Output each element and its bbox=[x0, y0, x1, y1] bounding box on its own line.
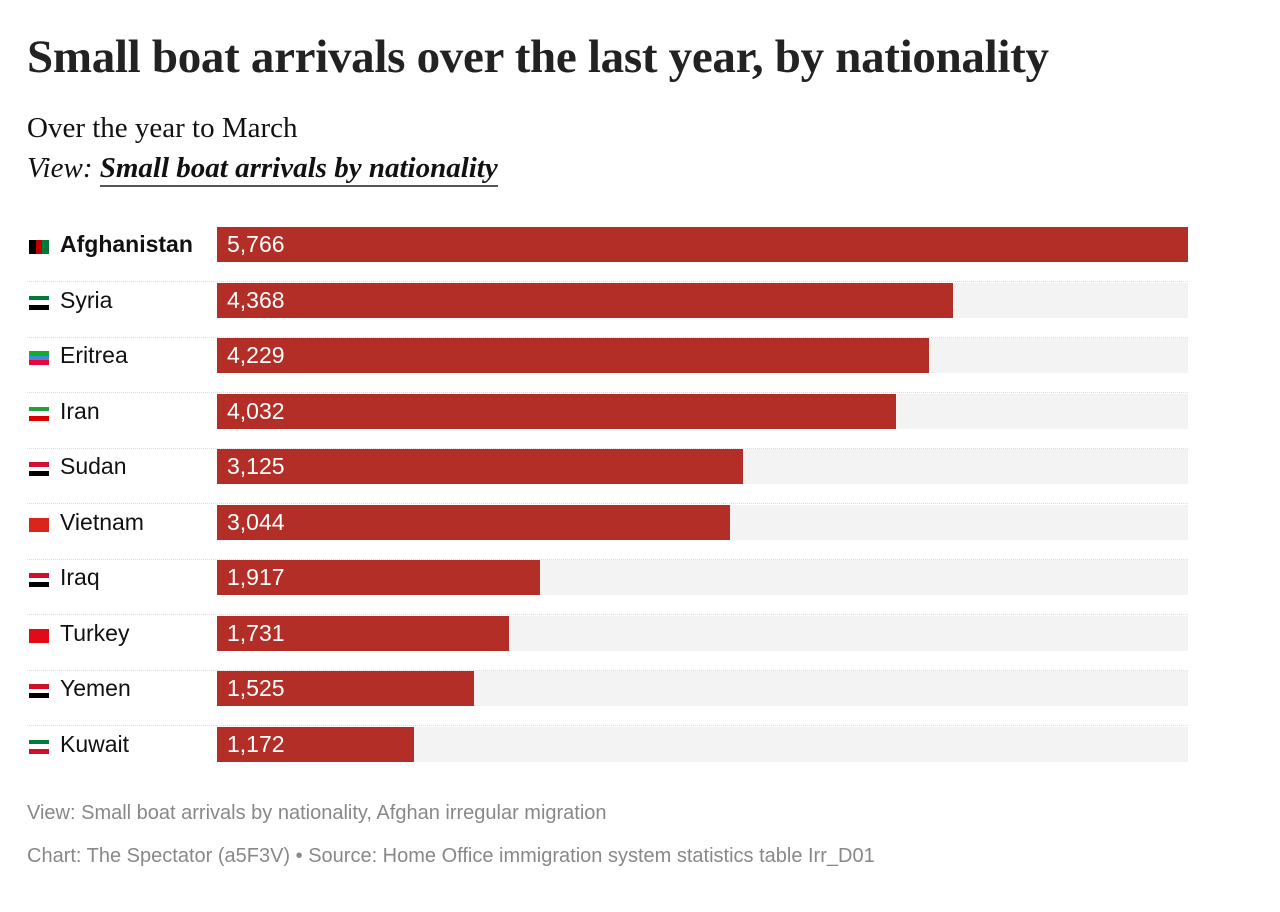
bar: 1,917 bbox=[217, 560, 540, 595]
bar-track: 3,125 bbox=[217, 449, 1188, 484]
bar: 5,766 bbox=[217, 227, 1188, 262]
category-label: Yemen bbox=[60, 675, 131, 701]
value-label: 1,525 bbox=[227, 675, 285, 701]
category-label: Vietnam bbox=[60, 508, 144, 535]
bar: 3,044 bbox=[217, 504, 730, 540]
bar: 1,731 bbox=[217, 615, 509, 651]
footer-views: View: Small boat arrivals by nationality… bbox=[27, 802, 607, 824]
category-label: Afghanistan bbox=[60, 231, 193, 257]
bar: 1,525 bbox=[217, 671, 474, 706]
chart-title: Small boat arrivals over the last year, … bbox=[27, 31, 1049, 83]
bar-track: 1,172 bbox=[217, 726, 1188, 762]
bar-row: Vietnam 3,044 bbox=[27, 504, 1188, 560]
flag-icon bbox=[29, 628, 49, 643]
bar-track: 3,044 bbox=[217, 504, 1188, 540]
category-label: Iran bbox=[60, 397, 100, 424]
chart-subtitle: Over the year to March bbox=[27, 112, 298, 144]
value-label: 3,125 bbox=[227, 453, 285, 479]
flag-icon bbox=[29, 462, 49, 476]
row-divider bbox=[27, 336, 1188, 338]
value-label: 1,917 bbox=[227, 564, 285, 590]
view-link[interactable]: Small boat arrivals by nationality bbox=[99, 152, 498, 187]
value-label: 3,044 bbox=[227, 508, 285, 535]
bar-row: Turkey 1,731 bbox=[27, 615, 1188, 671]
row-divider bbox=[27, 558, 1188, 560]
category-label: Iraq bbox=[60, 564, 100, 590]
bar-row: Syria 4,368 bbox=[27, 282, 1188, 338]
view-selector: View: Small boat arrivals by nationality bbox=[27, 152, 498, 187]
value-label: 1,172 bbox=[227, 730, 285, 757]
value-label: 1,731 bbox=[227, 619, 285, 646]
value-label: 5,766 bbox=[227, 231, 285, 257]
row-divider bbox=[27, 725, 1188, 726]
bar-row: Eritrea 4,229 bbox=[27, 338, 1188, 393]
bar-track: 5,766 bbox=[217, 227, 1188, 262]
bar-track: 4,229 bbox=[217, 338, 1188, 373]
bar-track: 1,731 bbox=[217, 615, 1188, 651]
bar: 4,229 bbox=[217, 338, 930, 373]
bar: 4,368 bbox=[217, 282, 953, 318]
row-divider bbox=[27, 447, 1188, 449]
value-label: 4,032 bbox=[227, 397, 285, 424]
bar-row: Sudan 3,125 bbox=[27, 449, 1188, 504]
flag-icon bbox=[29, 295, 49, 310]
flag-icon bbox=[29, 573, 49, 587]
flag-icon bbox=[29, 240, 49, 254]
bar-row: Kuwait 1,172 bbox=[27, 726, 1188, 782]
value-label: 4,368 bbox=[227, 286, 285, 313]
row-divider bbox=[27, 614, 1188, 615]
value-label: 4,229 bbox=[227, 342, 285, 368]
category-label: Sudan bbox=[60, 453, 127, 479]
row-divider bbox=[27, 281, 1188, 282]
bar-track: 1,917 bbox=[217, 560, 1188, 595]
category-label: Kuwait bbox=[60, 730, 130, 757]
flag-icon bbox=[29, 406, 49, 421]
row-divider bbox=[27, 669, 1188, 671]
bar-row: Iraq 1,917 bbox=[27, 560, 1188, 615]
row-divider bbox=[27, 503, 1188, 504]
flag-icon bbox=[29, 684, 49, 698]
bar-track: 1,525 bbox=[217, 671, 1188, 706]
flag-icon bbox=[29, 351, 49, 365]
bar-track: 4,032 bbox=[217, 393, 1188, 429]
footer-source: Chart: The Spectator (a5F3V) • Source: H… bbox=[27, 845, 875, 867]
bar-row: Iran 4,032 bbox=[27, 393, 1188, 449]
bar: 1,172 bbox=[217, 726, 415, 762]
bar: 4,032 bbox=[217, 393, 896, 429]
view-prefix: View: bbox=[27, 152, 93, 184]
bar-row: Yemen 1,525 bbox=[27, 671, 1188, 726]
bar-row: Afghanistan 5,766 bbox=[27, 227, 1188, 282]
row-divider bbox=[27, 392, 1188, 393]
category-label: Eritrea bbox=[60, 342, 128, 368]
category-label: Turkey bbox=[60, 619, 130, 646]
bar-track: 4,368 bbox=[217, 282, 1188, 318]
bar: 3,125 bbox=[217, 449, 744, 484]
flag-icon bbox=[29, 517, 49, 532]
category-label: Syria bbox=[60, 286, 113, 313]
flag-icon bbox=[29, 739, 49, 754]
